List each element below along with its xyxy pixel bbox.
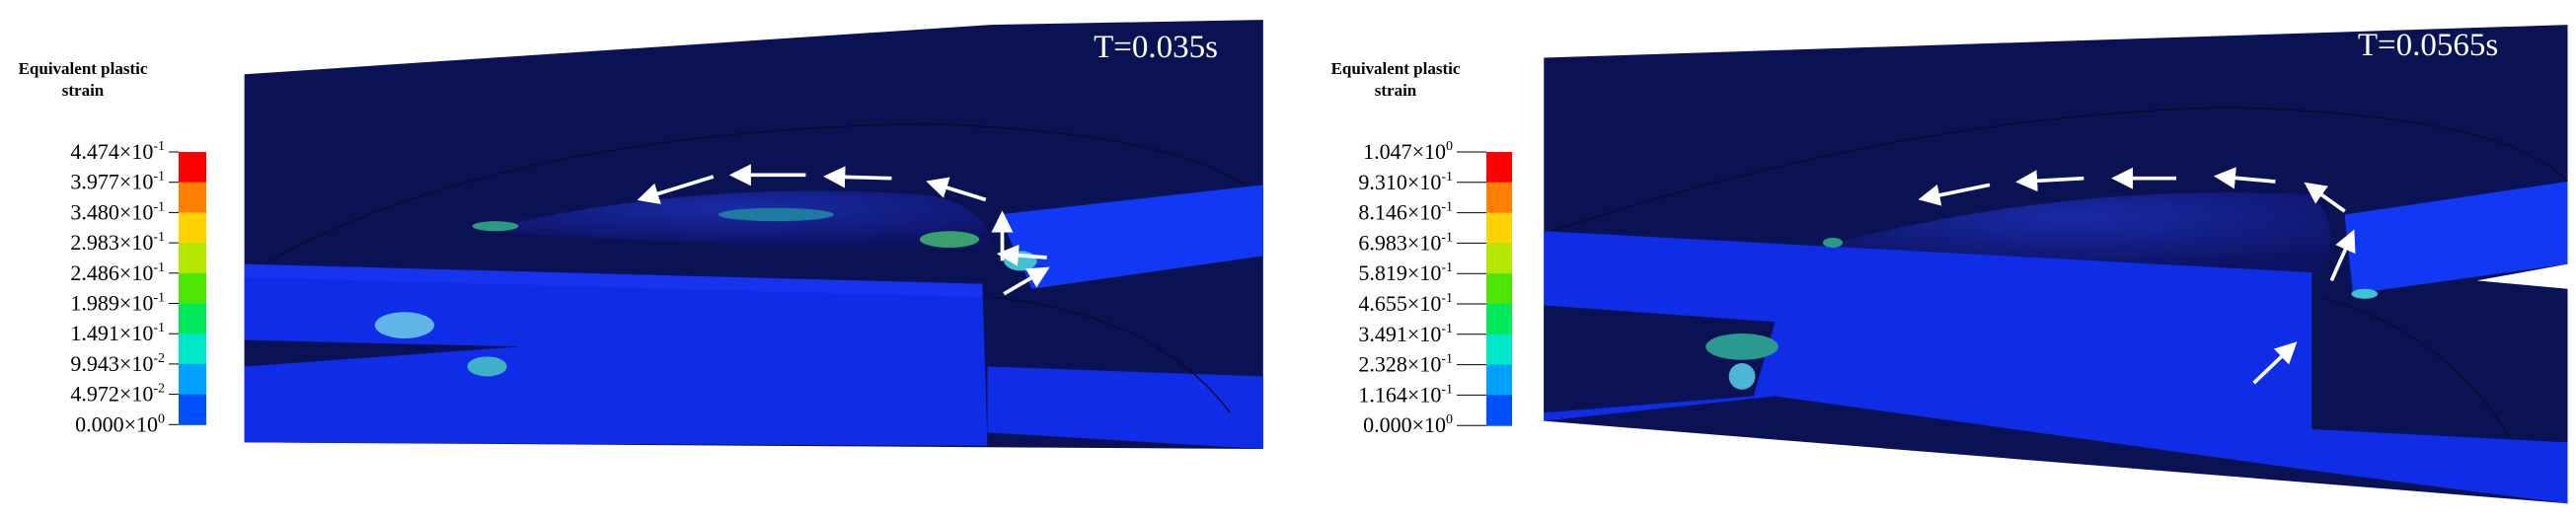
colorbar-segment — [1486, 395, 1512, 426]
legend-title: Equivalent plastic — [1331, 59, 1461, 78]
label-exponent: 0 — [158, 411, 165, 426]
legend-label: 5.819×10-1 — [1358, 260, 1453, 285]
colorbar-segment — [1486, 304, 1512, 335]
colorbar-segment — [179, 243, 206, 274]
colorbar-segment — [1486, 152, 1512, 184]
label-mantissa: 3.480×10 — [70, 199, 153, 224]
label-mantissa: 2.328×10 — [1358, 352, 1441, 377]
colorbar-segment — [1486, 273, 1512, 305]
legend-label: 1.164×10-1 — [1358, 382, 1453, 407]
colorbar-segment — [179, 363, 206, 396]
legend-label: 0.000×100 — [75, 411, 165, 436]
legend-label: 6.983×10-1 — [1358, 230, 1453, 255]
label-exponent: -1 — [153, 260, 165, 275]
colorbar-segment — [179, 394, 206, 425]
legend-label: 3.977×10-1 — [70, 170, 165, 194]
label-mantissa: 4.972×10 — [70, 382, 153, 407]
colorbar-segment — [179, 303, 206, 334]
legend-label: 9.943×10-2 — [70, 351, 165, 376]
label-mantissa: 6.983×10 — [1358, 230, 1441, 255]
label-exponent: -1 — [1441, 200, 1453, 215]
legend-label: 1.047×100 — [1363, 139, 1453, 164]
colorbar-segment — [179, 272, 206, 304]
label-exponent: -1 — [153, 170, 165, 185]
legend-label: 4.655×10-1 — [1358, 291, 1453, 316]
label-exponent: 0 — [1446, 412, 1453, 427]
label-exponent: 0 — [1446, 139, 1453, 154]
legend-label: 8.146×10-1 — [1358, 200, 1453, 225]
label-mantissa: 2.486×10 — [70, 260, 153, 285]
label-mantissa: 4.474×10 — [70, 139, 153, 164]
legend-label: 2.486×10-1 — [70, 260, 165, 285]
label-exponent: -2 — [153, 382, 165, 397]
colorbar-segment — [179, 334, 206, 365]
legend-label: 1.989×10-1 — [70, 291, 165, 316]
colorbar-segment — [1486, 243, 1512, 274]
label-mantissa: 0.000×10 — [1363, 412, 1446, 437]
label-mantissa: 1.491×10 — [70, 321, 153, 345]
colorbar-segment — [179, 182, 206, 213]
label-exponent: -1 — [1441, 170, 1453, 185]
label-exponent: -1 — [153, 291, 165, 306]
legend-label: 4.972×10-2 — [70, 382, 165, 407]
legend-label: 3.491×10-1 — [1358, 322, 1453, 346]
label-exponent: -1 — [1441, 260, 1453, 275]
label-mantissa: 1.164×10 — [1358, 382, 1441, 407]
label-mantissa: 9.310×10 — [1358, 170, 1441, 194]
label-mantissa: 3.491×10 — [1358, 322, 1441, 346]
label-mantissa: 1.989×10 — [70, 291, 153, 316]
label-mantissa: 4.655×10 — [1358, 291, 1441, 316]
label-exponent: -1 — [1441, 382, 1453, 397]
legend-label: 3.480×10-1 — [70, 199, 165, 224]
label-mantissa: 2.983×10 — [70, 230, 153, 255]
simulation-left — [244, 20, 1264, 450]
colorbar-segment — [179, 212, 206, 244]
legend-label: 2.328×10-1 — [1358, 352, 1453, 377]
label-mantissa: 5.819×10 — [1358, 260, 1441, 285]
time-label: T=0.035s — [1094, 30, 1218, 65]
colorbar-segment — [179, 152, 206, 184]
legend-title: strain — [62, 81, 105, 100]
label-exponent: -1 — [153, 230, 165, 245]
label-exponent: -1 — [1441, 291, 1453, 306]
colorbar-segment — [1486, 212, 1512, 244]
time-label: T=0.0565s — [2358, 28, 2498, 63]
legend-label: 9.310×10-1 — [1358, 170, 1453, 194]
legend-title: Equivalent plastic — [19, 59, 148, 78]
simulation-right — [1544, 25, 2569, 504]
colorbar-segment — [1486, 334, 1512, 366]
label-exponent: -1 — [1441, 352, 1453, 367]
legend-title: strain — [1375, 81, 1417, 100]
label-mantissa: 8.146×10 — [1358, 200, 1441, 225]
label-exponent: -1 — [153, 139, 165, 154]
colorbar-segment — [1486, 182, 1512, 214]
label-exponent: -1 — [153, 199, 165, 214]
colorbar-segment — [1486, 364, 1512, 396]
label-mantissa: 0.000×10 — [75, 411, 158, 436]
legend-label: 2.983×10-1 — [70, 230, 165, 255]
label-mantissa: 1.047×10 — [1363, 139, 1446, 164]
label-mantissa: 9.943×10 — [70, 351, 153, 376]
label-exponent: -1 — [153, 321, 165, 335]
label-exponent: -1 — [1441, 230, 1453, 245]
legend-label: 4.474×10-1 — [70, 139, 165, 164]
label-exponent: -1 — [1441, 322, 1453, 336]
legend-label: 0.000×100 — [1363, 412, 1453, 437]
legend-label: 1.491×10-1 — [70, 321, 165, 345]
label-mantissa: 3.977×10 — [70, 170, 153, 194]
label-exponent: -2 — [153, 351, 165, 366]
